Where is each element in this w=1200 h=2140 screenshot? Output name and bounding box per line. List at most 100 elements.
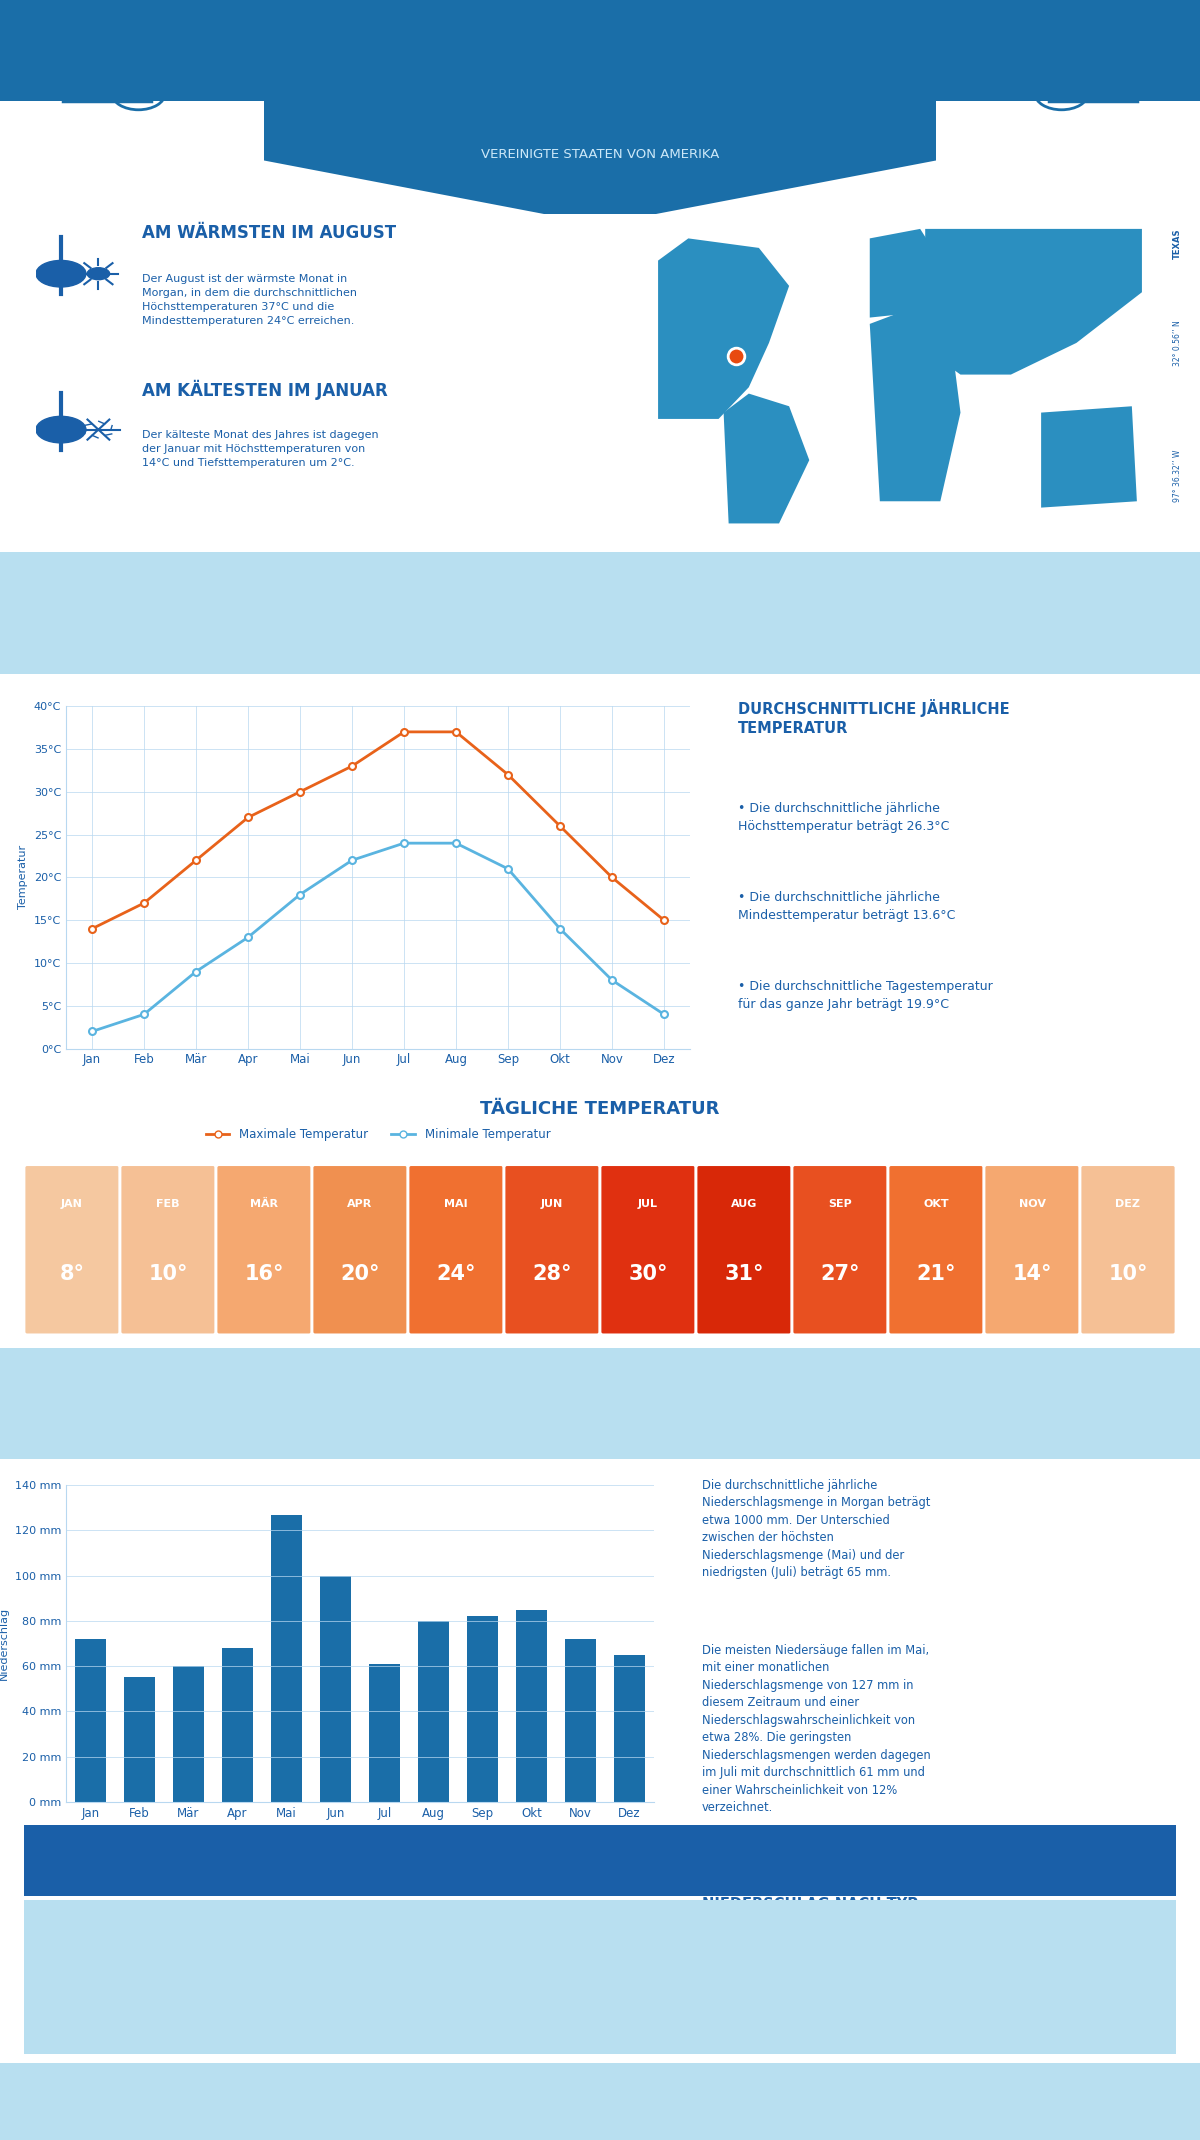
Text: 97° 36.32’’ W: 97° 36.32’’ W xyxy=(1174,449,1182,503)
Circle shape xyxy=(898,1920,974,1982)
Text: JAN: JAN xyxy=(61,2031,83,2039)
Text: • Regen: 97%: • Regen: 97% xyxy=(702,1954,790,1967)
Text: Der kälteste Monat des Jahres ist dagegen
der Januar mit Höchsttemperaturen von
: Der kälteste Monat des Jahres ist dagege… xyxy=(142,430,379,469)
FancyBboxPatch shape xyxy=(792,1164,888,1335)
Text: AM WÄRMSTEN IM AUGUST: AM WÄRMSTEN IM AUGUST xyxy=(142,225,396,242)
Text: 24°: 24° xyxy=(437,1265,475,1284)
Text: MORGAN: MORGAN xyxy=(481,36,719,83)
Legend: Niederschlagssumme: Niederschlagssumme xyxy=(275,1853,445,1875)
Text: • Die durchschnittliche jährliche
Höchsttemperatur beträgt 26.3°C: • Die durchschnittliche jährliche Höchst… xyxy=(738,802,949,832)
FancyBboxPatch shape xyxy=(120,1164,216,1335)
Circle shape xyxy=(802,1920,878,1982)
Text: 10°: 10° xyxy=(149,1265,187,1284)
Text: MÄR: MÄR xyxy=(250,1198,278,1209)
Text: 18%: 18% xyxy=(538,1943,566,1956)
Circle shape xyxy=(706,1920,782,1982)
Text: 21°: 21° xyxy=(917,1265,955,1284)
Text: TÄGLICHE TEMPERATUR: TÄGLICHE TEMPERATUR xyxy=(480,1100,720,1117)
Text: TEXAS: TEXAS xyxy=(1174,229,1182,259)
Text: JUN: JUN xyxy=(541,2031,563,2039)
Text: 8°: 8° xyxy=(60,1265,84,1284)
Circle shape xyxy=(130,1920,206,1982)
Text: CC BY-ND 4.0: CC BY-ND 4.0 xyxy=(54,2095,138,2108)
FancyBboxPatch shape xyxy=(504,1164,600,1335)
Circle shape xyxy=(322,1920,398,1982)
Text: FEB: FEB xyxy=(156,1198,180,1209)
Circle shape xyxy=(34,1920,110,1982)
Circle shape xyxy=(36,261,86,287)
Text: 31°: 31° xyxy=(725,1265,763,1284)
Text: OKT: OKT xyxy=(923,1198,949,1209)
Text: 22%: 22% xyxy=(250,1943,278,1956)
Text: DEZ: DEZ xyxy=(1116,1198,1140,1209)
Text: JUL: JUL xyxy=(638,2031,658,2039)
Text: FEB: FEB xyxy=(157,2031,179,2039)
FancyBboxPatch shape xyxy=(216,1164,312,1335)
FancyBboxPatch shape xyxy=(408,1164,504,1335)
Text: 23%: 23% xyxy=(346,1943,374,1956)
Legend: Maximale Temperatur, Minimale Temperatur: Maximale Temperatur, Minimale Temperatur xyxy=(200,1124,556,1145)
Text: DURCHSCHNITTLICHE JÄHRLICHE
TEMPERATUR: DURCHSCHNITTLICHE JÄHRLICHE TEMPERATUR xyxy=(738,700,1009,736)
Circle shape xyxy=(994,1920,1070,1982)
Bar xyxy=(613,1654,646,1802)
Text: • Schnee: 3%: • Schnee: 3% xyxy=(702,2001,787,2014)
Text: MAI: MAI xyxy=(445,2031,467,2039)
Text: NIEDERSCHLAG: NIEDERSCHLAG xyxy=(431,1385,769,1423)
Text: APR: APR xyxy=(347,1198,373,1209)
Text: Der August ist der wärmste Monat in
Morgan, in dem die durchschnittlichen
Höchst: Der August ist der wärmste Monat in Morg… xyxy=(142,274,358,325)
Circle shape xyxy=(610,1920,686,1982)
Text: 10°: 10° xyxy=(1109,1265,1147,1284)
Text: MAI: MAI xyxy=(444,1198,468,1209)
Bar xyxy=(467,1616,498,1802)
Polygon shape xyxy=(1042,407,1136,507)
Circle shape xyxy=(226,1920,302,1982)
Text: • Die durchschnittliche jährliche
Mindesttemperatur beträgt 13.6°C: • Die durchschnittliche jährliche Mindes… xyxy=(738,890,955,922)
Polygon shape xyxy=(724,394,809,524)
Bar xyxy=(418,1620,450,1802)
Y-axis label: Niederschlag: Niederschlag xyxy=(0,1607,10,1680)
FancyBboxPatch shape xyxy=(1080,1164,1176,1335)
Text: 16%: 16% xyxy=(1114,1943,1142,1956)
Text: 15%: 15% xyxy=(58,1943,86,1956)
Circle shape xyxy=(41,1367,104,1417)
Bar xyxy=(124,1678,156,1802)
Y-axis label: Temperatur: Temperatur xyxy=(18,845,29,910)
Polygon shape xyxy=(658,238,790,419)
Text: 32° 0.56’’ N: 32° 0.56’’ N xyxy=(1174,321,1182,366)
Text: 18%: 18% xyxy=(1018,1943,1046,1956)
Text: AUG: AUG xyxy=(732,2031,756,2039)
Text: 14°: 14° xyxy=(1013,1265,1051,1284)
Bar xyxy=(222,1648,253,1802)
Text: NOV: NOV xyxy=(1019,1198,1045,1209)
Text: JUL: JUL xyxy=(638,1198,658,1209)
Bar xyxy=(564,1639,596,1802)
Text: NOV: NOV xyxy=(1019,2031,1045,2039)
Circle shape xyxy=(31,574,122,653)
Text: SEP: SEP xyxy=(829,2031,851,2039)
Polygon shape xyxy=(264,0,936,225)
Circle shape xyxy=(1090,1920,1166,1982)
Text: AUG: AUG xyxy=(731,1198,757,1209)
Bar xyxy=(516,1609,547,1802)
Text: 28°: 28° xyxy=(533,1265,571,1284)
Text: 16%: 16% xyxy=(730,1943,758,1956)
Text: JUN: JUN xyxy=(541,1198,563,1209)
Text: 20°: 20° xyxy=(341,1265,379,1284)
Circle shape xyxy=(72,1378,125,1419)
Text: VEREINIGTE STAATEN VON AMERIKA: VEREINIGTE STAATEN VON AMERIKA xyxy=(481,148,719,160)
Bar xyxy=(43,1387,122,1410)
Text: TEMPERATUR: TEMPERATUR xyxy=(454,591,746,629)
Text: 28%: 28% xyxy=(442,1943,470,1956)
Text: MÄR: MÄR xyxy=(251,2031,277,2039)
Bar xyxy=(319,1575,352,1802)
Circle shape xyxy=(88,268,109,280)
Bar xyxy=(74,1639,107,1802)
Circle shape xyxy=(36,417,86,443)
Text: 12%: 12% xyxy=(634,1943,662,1956)
Text: 27°: 27° xyxy=(821,1265,859,1284)
Text: 17%: 17% xyxy=(826,1943,854,1956)
FancyBboxPatch shape xyxy=(600,1164,696,1335)
Text: APR: APR xyxy=(348,2031,372,2039)
Text: SEP: SEP xyxy=(828,1198,852,1209)
Text: DEZ: DEZ xyxy=(1116,2031,1140,2039)
